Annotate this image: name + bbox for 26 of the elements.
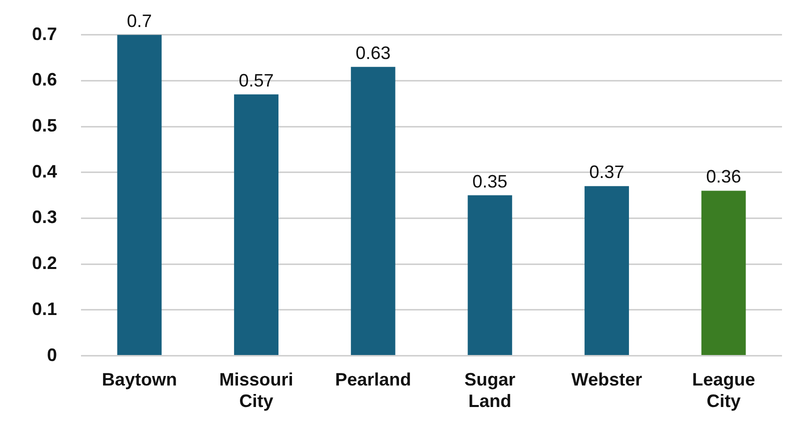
data-label: 0.35	[472, 171, 508, 192]
y-tick-label: 0	[47, 344, 58, 365]
y-tick-label: 0.2	[32, 253, 58, 274]
bar	[468, 195, 512, 356]
y-tick-label: 0.4	[32, 161, 58, 182]
bar	[701, 190, 746, 356]
y-tick-label: 0.3	[32, 207, 58, 228]
data-label: 0.57	[238, 70, 274, 90]
bar	[350, 66, 396, 356]
x-tick-label: League City	[692, 370, 756, 412]
data-label: 0.7	[126, 10, 152, 31]
x-tick-label: Missouri City	[219, 370, 294, 412]
y-tick-label: 0.1	[32, 298, 58, 319]
data-label: 0.36	[706, 166, 742, 187]
x-tick-label: Sugar Land	[464, 370, 516, 412]
bar	[234, 94, 278, 356]
x-tick-label: Baytown	[102, 370, 177, 390]
bar	[117, 34, 162, 356]
y-tick-label: 0.5	[32, 115, 58, 136]
x-tick-label: Pearland	[335, 370, 412, 390]
y-tick-label: 0.6	[32, 70, 58, 90]
data-label: 0.37	[589, 162, 624, 182]
bar	[584, 186, 629, 356]
y-tick-label: 0.7	[32, 24, 58, 44]
data-label: 0.63	[356, 42, 391, 63]
x-tick-label: Webster	[571, 370, 642, 390]
